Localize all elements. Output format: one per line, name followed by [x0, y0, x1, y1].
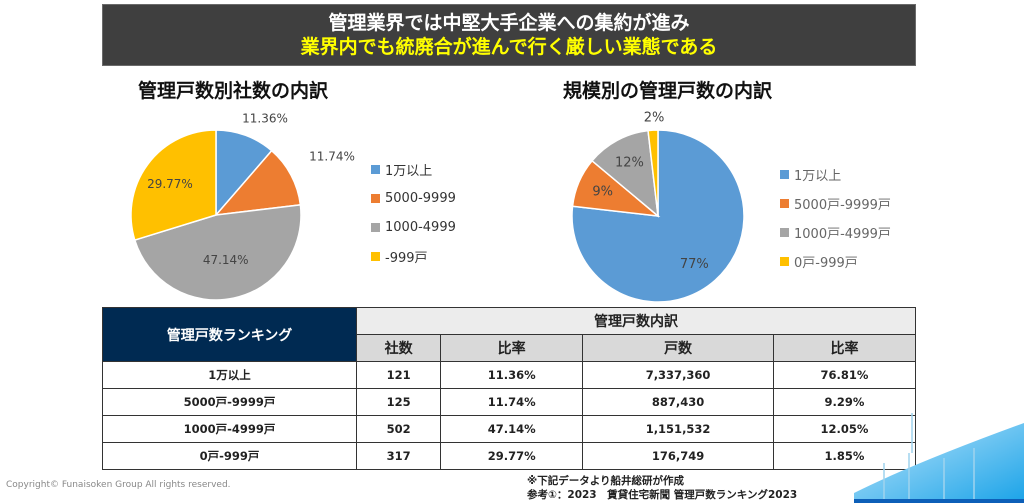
- cell-company-ratio: 11.36%: [440, 361, 584, 389]
- chart1-legend-item-2: 1000-4999: [371, 213, 456, 242]
- chart1-data-label-2: 47.14%: [203, 253, 249, 267]
- legend-label: 1000戸-4999戸: [794, 227, 891, 242]
- legend-swatch: [371, 165, 380, 174]
- cell-company-ratio: 29.77%: [440, 442, 584, 470]
- legend-label: 5000戸-9999戸: [794, 198, 891, 213]
- cell-units: 7,337,360: [582, 361, 774, 389]
- legend-swatch: [371, 252, 380, 261]
- chart1-legend-item-0: 1万以上: [371, 155, 456, 184]
- source-note-line-2: 参考①：2023 賃貸住宅新聞 管理戸数ランキング2023: [527, 489, 798, 501]
- chart2-pie: 77% 9%12% 2%: [571, 111, 745, 303]
- column-header-company-ratio: 比率: [440, 334, 584, 362]
- legend-swatch: [780, 170, 789, 179]
- ranking-table: 管理戸数ランキング 管理戸数内訳 社数 比率 戸数 比率 1万以上 121 11…: [102, 307, 916, 470]
- chart2-slice-3: [647, 129, 659, 217]
- legend-swatch: [780, 228, 789, 237]
- legend-swatch: [371, 223, 380, 232]
- chart1-legend-item-3: -999戸: [371, 242, 456, 271]
- chart1-pie: 11.36% 11.74% 47.14% 29.77%: [130, 112, 355, 301]
- column-header-companies: 社数: [355, 334, 442, 362]
- skyline-decoration: [854, 413, 1024, 503]
- cell-unit-ratio: 76.81%: [773, 361, 916, 389]
- table-row: 1000戸-4999戸 502 47.14% 1,151,532 12.05%: [102, 415, 916, 443]
- legend-swatch: [371, 194, 380, 203]
- chart2-slice-2: [591, 129, 659, 218]
- table-row: 5000戸-9999戸 125 11.74% 887,430 9.29%: [102, 388, 916, 416]
- chart1-legend: 1万以上 5000-9999 1000-4999 -999戸: [371, 155, 456, 271]
- cell-unit-ratio: 1.85%: [773, 442, 916, 470]
- column-header-unit-ratio: 比率: [773, 334, 916, 362]
- legend-label: -999戸: [385, 251, 428, 266]
- cell-unit-ratio: 9.29%: [773, 388, 916, 416]
- legend-swatch: [780, 257, 789, 266]
- chart1-data-label-1: 11.74%: [309, 150, 355, 164]
- row-label: 0戸-999戸: [102, 442, 357, 470]
- cell-units: 887,430: [582, 388, 774, 416]
- chart1-slice-2: [133, 204, 302, 301]
- chart1-legend-item-1: 5000-9999: [371, 184, 456, 213]
- legend-label: 1000-4999: [385, 220, 456, 235]
- chart2-data-label-1: 9%: [592, 185, 613, 200]
- chart2-data-label-0: 77%: [680, 257, 709, 272]
- cell-company-ratio: 11.74%: [440, 388, 584, 416]
- cell-unit-ratio: 12.05%: [773, 415, 916, 443]
- chart1-slice-3: [130, 129, 217, 242]
- table-row: 0戸-999戸 317 29.77% 176,749 1.85%: [102, 442, 916, 470]
- cell-companies: 317: [355, 442, 442, 470]
- legend-label: 5000-9999: [385, 191, 456, 206]
- chart2-legend-item-1: 5000戸-9999戸: [780, 189, 891, 218]
- cell-companies: 125: [355, 388, 442, 416]
- chart2-title: 規模別の管理戸数の内訳: [563, 80, 773, 102]
- column-header-units: 戸数: [582, 334, 774, 362]
- row-label: 1万以上: [102, 361, 357, 389]
- copyright-text: Copyright© Funaisoken Group All rights r…: [6, 480, 231, 490]
- chart2-slice-0: [571, 129, 745, 303]
- chart2-data-label-2: 12%: [615, 156, 644, 171]
- cell-companies: 121: [355, 361, 442, 389]
- chart2-legend: 1万以上 5000戸-9999戸 1000戸-4999戸 0戸-999戸: [780, 160, 891, 276]
- legend-label: 0戸-999戸: [794, 256, 858, 271]
- headline-line-1: 管理業界では中堅大手企業への集約が進み: [328, 12, 690, 34]
- cell-companies: 502: [355, 415, 442, 443]
- headline-banner: 管理業界では中堅大手企業への集約が進み 業界内でも統廃合が進んで行く厳しい業態で…: [102, 4, 916, 66]
- chart2-legend-item-0: 1万以上: [780, 160, 891, 189]
- chart1-data-label-0: 11.36%: [242, 112, 288, 126]
- cell-units: 1,151,532: [582, 415, 774, 443]
- chart1-slice-1: [214, 149, 302, 216]
- headline-line-2: 業界内でも統廃合が進んで行く厳しい業態である: [300, 36, 718, 58]
- table-corner-header: 管理戸数ランキング: [102, 307, 357, 362]
- chart2-data-label-3: 2%: [644, 111, 665, 126]
- source-note: ※下記データより船井総研が作成 参考①：2023 賃貸住宅新聞 管理戸数ランキン…: [527, 474, 797, 502]
- source-note-line-1: ※下記データより船井総研が作成: [527, 475, 684, 487]
- legend-swatch: [780, 199, 789, 208]
- table-group-header: 管理戸数内訳: [356, 307, 916, 335]
- cell-company-ratio: 47.14%: [440, 415, 584, 443]
- chart1-data-label-3: 29.77%: [147, 177, 193, 191]
- row-label: 1000戸-4999戸: [102, 415, 357, 443]
- chart2-legend-item-2: 1000戸-4999戸: [780, 218, 891, 247]
- cell-units: 176,749: [582, 442, 774, 470]
- row-label: 5000戸-9999戸: [102, 388, 357, 416]
- legend-label: 1万以上: [794, 169, 842, 184]
- chart2-legend-item-3: 0戸-999戸: [780, 247, 891, 276]
- table-row: 1万以上 121 11.36% 7,337,360 76.81%: [102, 361, 916, 389]
- legend-label: 1万以上: [385, 164, 433, 179]
- chart1-title: 管理戸数別社数の内訳: [138, 80, 329, 102]
